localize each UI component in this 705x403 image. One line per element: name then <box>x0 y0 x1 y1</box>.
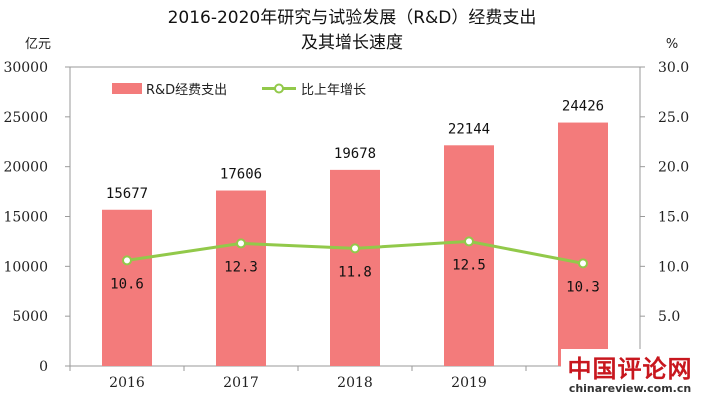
growth-value-label: 12.5 <box>452 257 486 273</box>
growth-point <box>350 243 360 254</box>
bar <box>216 190 266 366</box>
left-axis: 0 5000 10000 15000 20000 25000 30000 <box>3 60 70 375</box>
x-tick-label: 2016 <box>109 375 145 391</box>
left-tick-label: 20000 <box>3 160 48 176</box>
left-tick-label: 25000 <box>3 110 48 126</box>
growth-point <box>578 258 588 269</box>
left-tick-label: 15000 <box>3 210 48 226</box>
growth-point <box>464 236 474 247</box>
right-axis: 5.0 10.0 15.0 20.0 25.0 30.0 <box>640 60 689 325</box>
watermark-url: chinareview.com.cn <box>568 382 692 395</box>
watermark-text: 中国评论网 <box>567 355 693 383</box>
growth-value-label: 10.3 <box>566 279 600 295</box>
growth-point <box>122 255 132 266</box>
bar <box>558 122 608 366</box>
chart-title-line2: 及其增长速度 <box>301 33 403 53</box>
left-tick-label: 0 <box>39 359 48 375</box>
legend-bar-swatch <box>112 83 142 94</box>
left-tick-label: 30000 <box>3 60 48 76</box>
legend: R&D经费支出 比上年增长 <box>112 83 366 98</box>
bar <box>330 169 380 366</box>
x-axis: 20162017201820192020 <box>69 366 641 391</box>
left-tick-label: 10000 <box>3 259 48 275</box>
bar <box>444 145 494 366</box>
left-tick-label: 5000 <box>12 309 48 325</box>
growth-point <box>236 238 246 249</box>
line-labels: 10.6 12.3 11.8 12.5 10.3 <box>110 257 600 295</box>
growth-value-label: 11.8 <box>338 264 372 280</box>
right-tick-label: 15.0 <box>658 210 689 226</box>
bar-value-label: 19678 <box>334 146 376 162</box>
bar-labels: 15677 17606 19678 22144 24426 <box>106 99 604 202</box>
right-tick-label: 5.0 <box>658 309 680 325</box>
legend-line-label: 比上年增长 <box>301 83 366 98</box>
growth-value-label: 12.3 <box>224 259 258 275</box>
right-axis-unit: % <box>666 37 678 52</box>
bar-value-label: 17606 <box>220 167 262 183</box>
x-tick-label: 2018 <box>337 375 373 391</box>
line-series <box>122 236 588 269</box>
legend-line-marker <box>274 83 284 94</box>
chart-title-line1: 2016-2020年研究与试验发展（R&D）经费支出 <box>168 8 537 28</box>
left-axis-unit: 亿元 <box>25 37 51 52</box>
bar <box>102 209 152 366</box>
right-tick-label: 20.0 <box>658 160 689 176</box>
x-tick-label: 2019 <box>451 375 487 391</box>
watermark-logo: 中国评论网 chinareview.com.cn <box>561 349 699 399</box>
x-tick-label: 2017 <box>223 375 259 391</box>
right-tick-label: 10.0 <box>658 259 689 275</box>
bar-value-label: 15677 <box>106 186 148 202</box>
bar-value-label: 24426 <box>562 99 604 115</box>
growth-value-label: 10.6 <box>110 276 144 292</box>
right-tick-label: 30.0 <box>658 60 689 76</box>
legend-bar-label: R&D经费支出 <box>146 83 227 98</box>
bar-series <box>102 122 608 366</box>
bar-value-label: 22144 <box>448 121 490 137</box>
right-tick-label: 25.0 <box>658 110 689 126</box>
